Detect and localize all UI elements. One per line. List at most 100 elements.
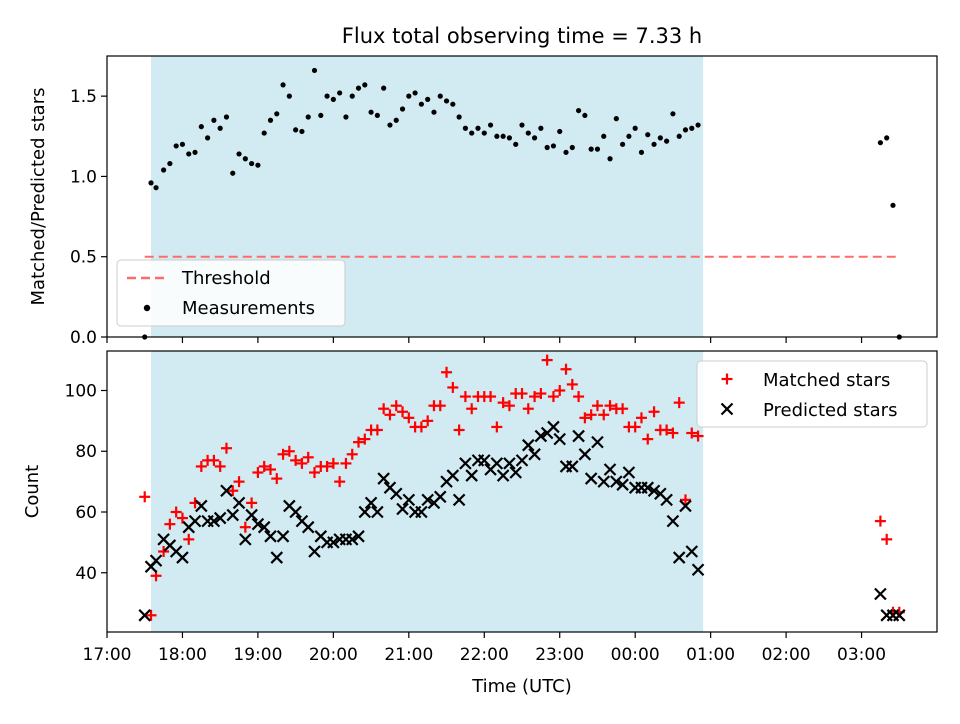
measurement-point	[544, 144, 550, 151]
cross-stroke-b	[566, 460, 579, 473]
predicted-star-point	[264, 530, 277, 543]
measurement-point	[638, 149, 645, 155]
measurement-point	[230, 170, 236, 176]
predicted-star-point	[691, 563, 705, 577]
measurement-point	[311, 67, 318, 74]
measurement-point	[437, 93, 443, 99]
cross-stroke-b	[415, 505, 428, 519]
cross-stroke-b	[496, 469, 510, 482]
cross-stroke-b	[138, 609, 152, 622]
measurement-point	[318, 112, 324, 119]
measurement-point	[626, 133, 632, 139]
predicted-star-point	[616, 478, 629, 491]
measurement-point	[330, 96, 336, 102]
cross-stroke-b	[584, 472, 598, 485]
matched-star-point	[233, 476, 245, 488]
matched-star-point	[252, 467, 264, 479]
matched-star-point	[497, 397, 509, 409]
matched-star-point	[585, 409, 597, 421]
matched-star-point	[441, 366, 453, 378]
measurement-point	[645, 132, 651, 138]
predicted-star-point	[452, 493, 466, 507]
predicted-star-point	[226, 508, 240, 522]
cross-stroke-b	[301, 520, 315, 534]
predicted-star-point	[213, 511, 227, 525]
predicted-star-point	[622, 466, 636, 479]
cross-stroke-b	[383, 481, 397, 494]
predicted-star-point	[465, 469, 478, 482]
cross-stroke-b	[295, 514, 309, 528]
cross-stroke-b	[672, 551, 686, 564]
cross-stroke-b	[283, 499, 296, 513]
cross-stroke-b	[685, 545, 699, 558]
measurement-point	[450, 101, 456, 107]
measurement-point	[513, 141, 519, 147]
matched-star-point	[264, 463, 276, 475]
measurement-point	[506, 135, 513, 141]
predicted-star-point	[352, 530, 365, 543]
matched-star-point	[359, 433, 371, 445]
top-y-tick-label: 0.0	[70, 328, 97, 348]
cross-stroke-b	[364, 496, 378, 510]
cross-stroke-b	[446, 469, 460, 482]
matched-star-point	[296, 457, 308, 469]
x-tick-label: 21:00	[384, 645, 433, 665]
predicted-star-point	[389, 487, 403, 501]
cross-stroke-b	[327, 536, 340, 549]
predicted-star-point	[188, 514, 202, 528]
matched-star-point	[598, 409, 610, 421]
cross-stroke-b	[654, 487, 667, 501]
measurement-point	[167, 160, 173, 167]
measurement-point	[368, 109, 374, 115]
predicted-star-point	[603, 463, 617, 476]
predicted-star-point	[251, 517, 265, 531]
predicted-star-point	[195, 499, 208, 513]
predicted-star-point	[276, 530, 290, 543]
legend-measurement-swatch	[143, 304, 151, 312]
cross-stroke-b	[421, 493, 434, 507]
measurement-point	[192, 149, 198, 155]
predicted-stars-points	[138, 420, 906, 622]
matched-star-point	[258, 460, 270, 472]
matched-star-point	[158, 545, 170, 557]
legend-plus-marker	[721, 373, 733, 385]
matched-star-point	[535, 388, 547, 400]
predicted-star-point	[547, 420, 560, 434]
predicted-star-point	[528, 448, 541, 461]
cross-stroke-b	[345, 533, 359, 546]
cross-stroke-b	[314, 530, 328, 543]
measurement-point	[399, 106, 406, 112]
bottom-y-tick-label: 80	[75, 442, 97, 462]
measurement-point	[890, 202, 896, 208]
cross-stroke-b	[874, 587, 887, 601]
cross-stroke-b	[616, 478, 629, 491]
cross-stroke-b	[553, 432, 567, 446]
matched-star-point	[642, 433, 654, 445]
matched-star-point	[692, 430, 704, 442]
measurement-point	[525, 130, 531, 136]
measurement-point	[179, 141, 186, 147]
matched-star-point	[673, 397, 685, 409]
top-panel: 0.0 0.5 1.0 1.5 Matched/Predicted stars Thr…	[28, 55, 938, 348]
matched-star-point	[485, 391, 497, 403]
predicted-star-point	[149, 554, 163, 567]
predicted-star-point	[641, 481, 655, 494]
x-tick-label: 17:00	[83, 645, 132, 665]
matched-star-point	[566, 378, 578, 390]
matched-star-point	[667, 427, 679, 439]
measurement-point	[242, 156, 248, 162]
matched-star-point	[145, 609, 157, 621]
matched-star-point	[340, 457, 352, 469]
matched-star-point	[327, 457, 339, 469]
cross-stroke-b	[308, 545, 321, 558]
cross-stroke-b	[226, 508, 240, 522]
top-y-tick-label: 1.5	[70, 87, 97, 107]
predicted-star-point	[301, 520, 315, 534]
cross-stroke-b	[892, 609, 906, 622]
legend-predicted-label: Predicted stars	[763, 400, 897, 421]
predicted-star-point	[327, 536, 340, 549]
predicted-star-point	[591, 435, 604, 449]
matched-star-point	[353, 436, 365, 448]
matched-star-point	[617, 403, 629, 415]
